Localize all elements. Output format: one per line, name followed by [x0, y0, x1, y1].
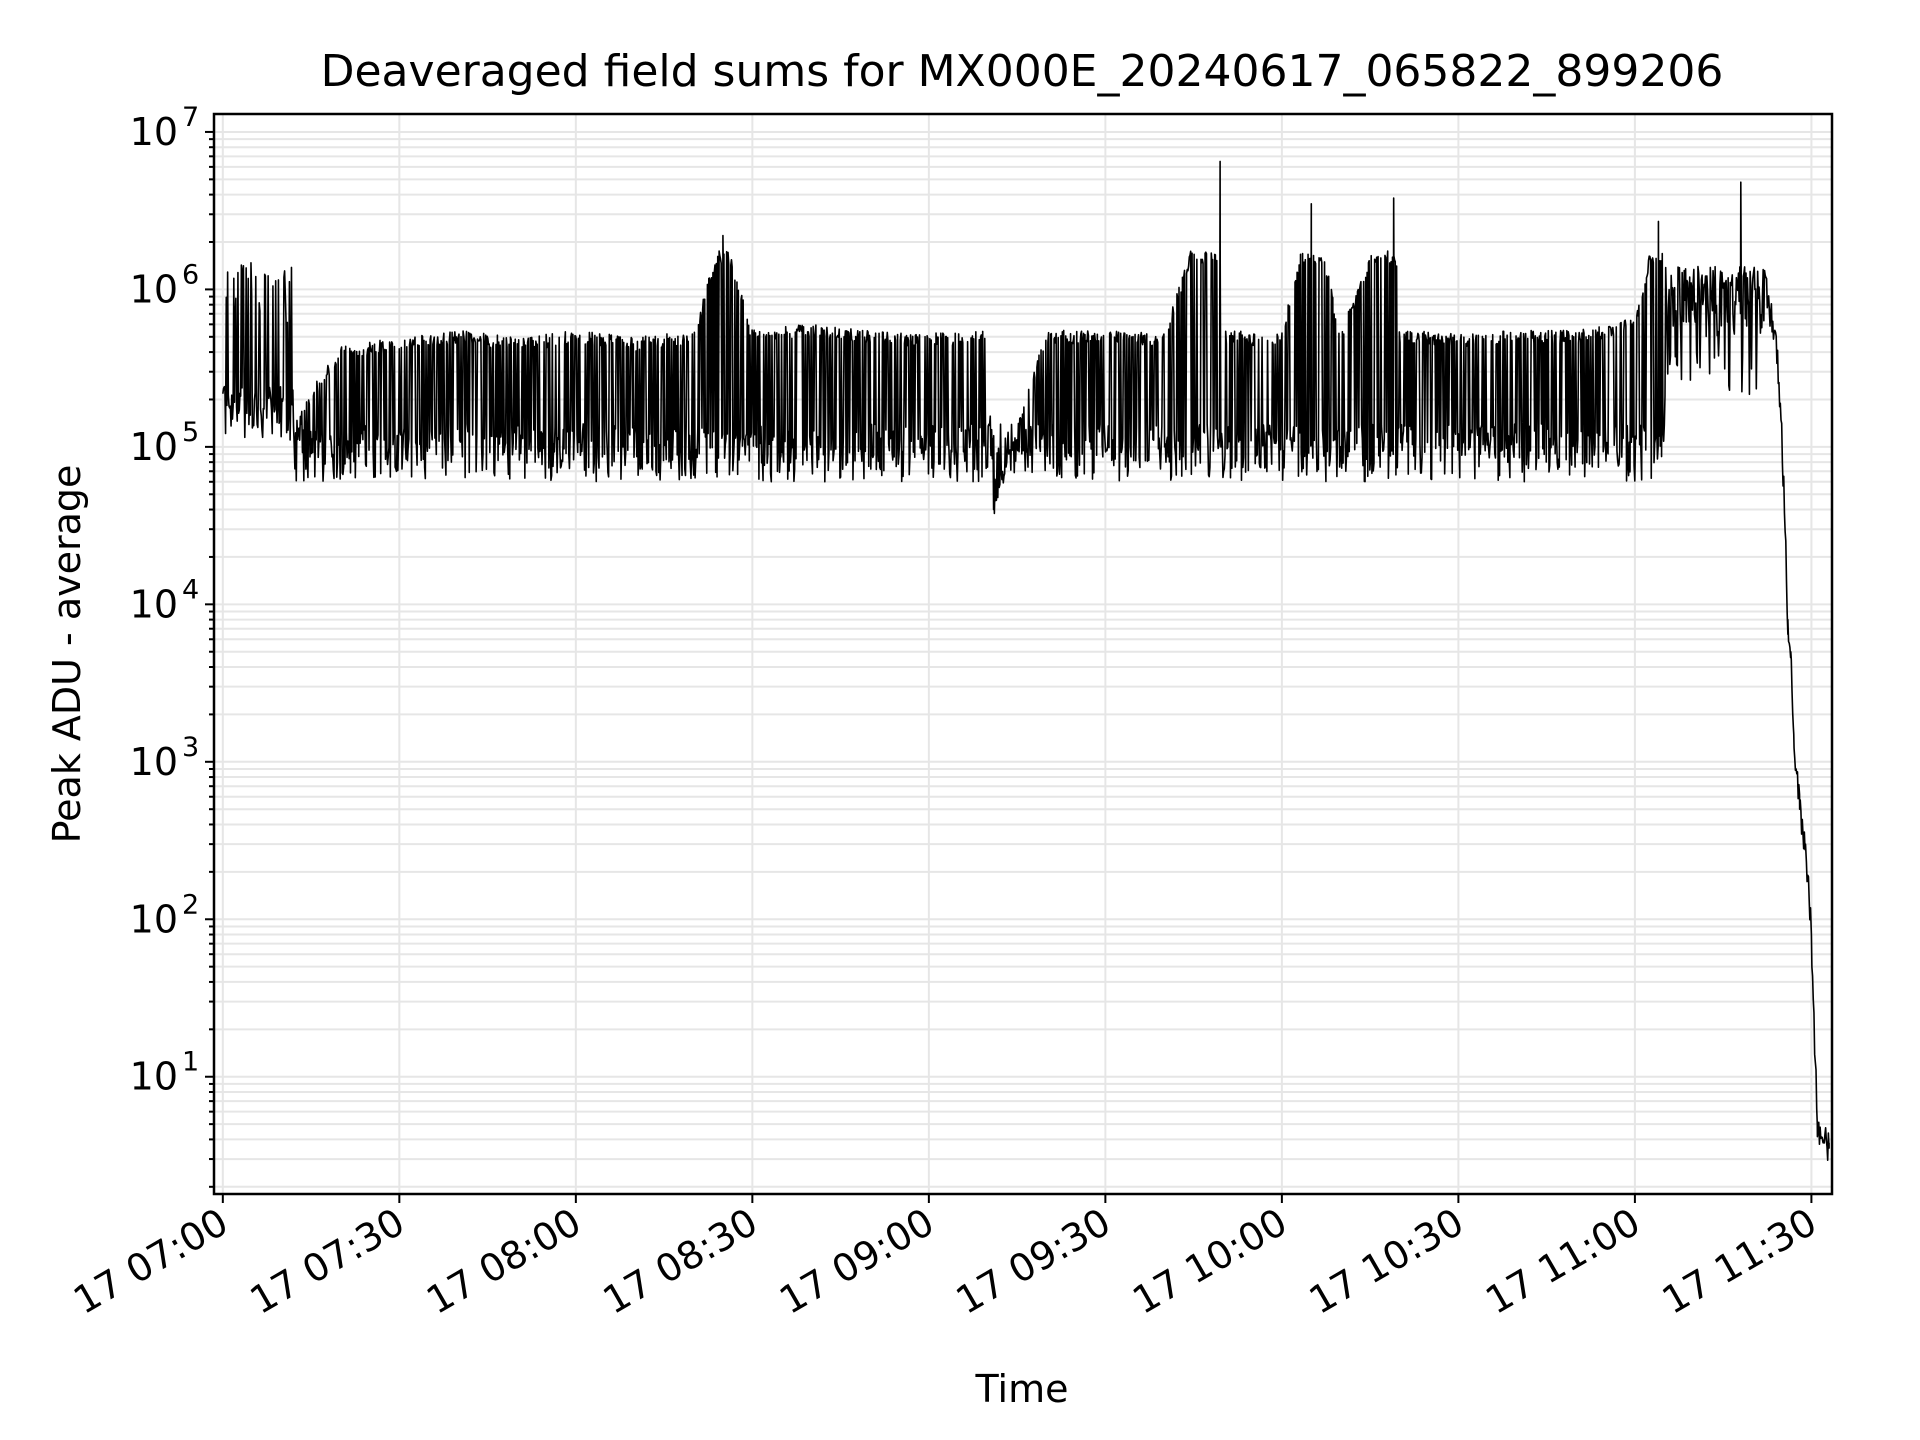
y-axis-label: Peak ADU - average	[45, 465, 89, 844]
y-tick-exponent: 1	[182, 1047, 199, 1078]
y-tick-label: 10	[130, 740, 178, 784]
chart-title: Deaveraged field sums for MX000E_2024061…	[321, 46, 1724, 97]
x-axis-label: Time	[975, 1367, 1069, 1411]
y-tick-label: 10	[130, 897, 178, 941]
plot-frame	[212, 112, 1834, 1196]
series-layer	[222, 160, 1830, 1161]
y-tick-label: 10	[130, 1055, 178, 1099]
y-tick-exponent: 2	[182, 889, 199, 920]
y-tick-exponent: 5	[182, 417, 199, 448]
y-tick-label: 10	[130, 425, 178, 469]
y-tick-label: 10	[130, 267, 178, 311]
y-tick-exponent: 7	[182, 102, 199, 133]
series-line	[222, 160, 1830, 1161]
y-tick-exponent: 3	[182, 732, 199, 763]
grid	[214, 114, 1832, 1194]
y-tick-label: 10	[130, 110, 178, 154]
y-tick-exponent: 6	[182, 259, 199, 290]
y-tick-exponent: 4	[182, 574, 199, 605]
y-tick-label: 10	[130, 582, 178, 626]
